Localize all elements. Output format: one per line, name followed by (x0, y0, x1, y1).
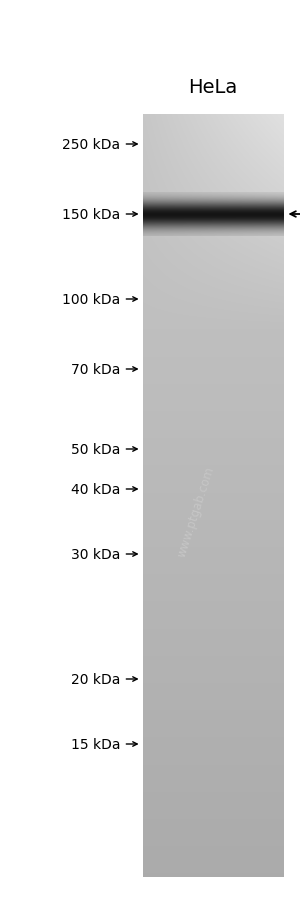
Text: www.ptgab.com: www.ptgab.com (175, 465, 217, 558)
Text: 20 kDa: 20 kDa (71, 672, 121, 686)
Bar (0, 0, 142, 902)
Text: 50 kDa: 50 kDa (71, 443, 121, 456)
Text: 150 kDa: 150 kDa (62, 207, 121, 222)
Text: 30 kDa: 30 kDa (71, 548, 121, 561)
Text: 40 kDa: 40 kDa (71, 483, 121, 496)
Text: 100 kDa: 100 kDa (62, 292, 121, 307)
Text: HeLa: HeLa (188, 78, 238, 97)
Text: 70 kDa: 70 kDa (71, 363, 121, 376)
Text: 250 kDa: 250 kDa (62, 138, 121, 152)
Text: 15 kDa: 15 kDa (71, 737, 121, 751)
